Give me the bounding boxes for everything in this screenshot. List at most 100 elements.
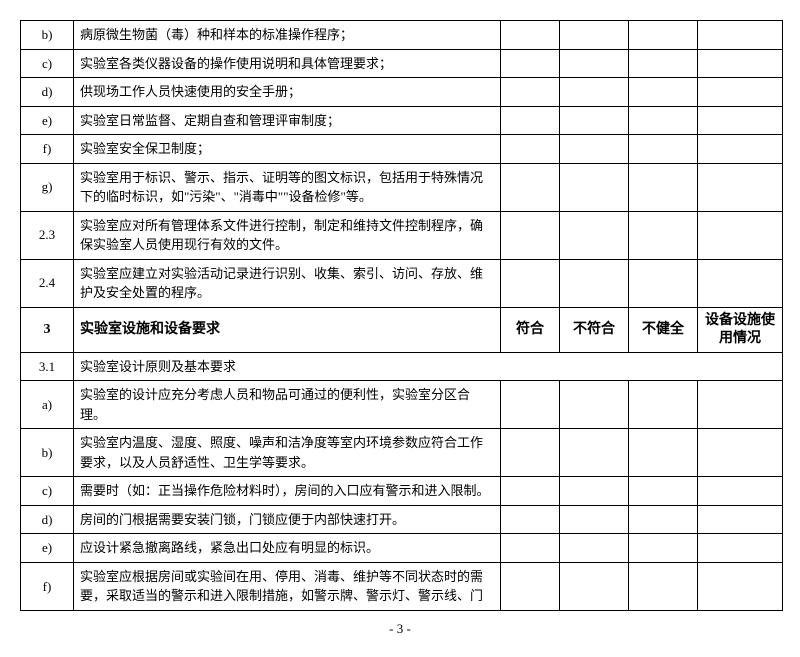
col-equipment-usage xyxy=(698,505,783,534)
col-compliant xyxy=(501,163,560,211)
table-row: b)病原微生物菌（毒）种和样本的标准操作程序； xyxy=(21,21,783,50)
col-noncompliant xyxy=(560,259,629,307)
table-row: f)实验室应根据房间或实验间在用、停用、消毒、维护等不同状态时的需要，采取适当的… xyxy=(21,562,783,610)
col-incomplete xyxy=(629,259,698,307)
col-equipment-usage xyxy=(698,429,783,477)
row-description: 实验室日常监督、定期自查和管理评审制度； xyxy=(74,106,501,135)
col-equipment-usage: 设备设施使用情况 xyxy=(698,307,783,352)
col-noncompliant xyxy=(560,429,629,477)
table-row: d)房间的门根据需要安装门锁，门锁应便于内部快速打开。 xyxy=(21,505,783,534)
col-compliant xyxy=(501,381,560,429)
row-id: d) xyxy=(21,505,74,534)
table-row: b)实验室内温度、湿度、照度、噪声和洁净度等室内环境参数应符合工作要求，以及人员… xyxy=(21,429,783,477)
col-compliant xyxy=(501,49,560,78)
col-compliant xyxy=(501,135,560,164)
col-noncompliant xyxy=(560,78,629,107)
row-id: d) xyxy=(21,78,74,107)
row-id: 3.1 xyxy=(21,352,74,381)
col-equipment-usage xyxy=(698,78,783,107)
col-noncompliant: 不符合 xyxy=(560,307,629,352)
row-id: a) xyxy=(21,381,74,429)
col-compliant xyxy=(501,21,560,50)
table-row: 2.3实验室应对所有管理体系文件进行控制，制定和维持文件控制程序，确保实验室人员… xyxy=(21,211,783,259)
col-incomplete xyxy=(629,505,698,534)
col-noncompliant xyxy=(560,562,629,610)
table-row: e)实验室日常监督、定期自查和管理评审制度； xyxy=(21,106,783,135)
col-noncompliant xyxy=(560,381,629,429)
col-noncompliant xyxy=(560,477,629,506)
table-row: a)实验室的设计应充分考虑人员和物品可通过的便利性，实验室分区合理。 xyxy=(21,381,783,429)
row-id: c) xyxy=(21,49,74,78)
col-incomplete xyxy=(629,534,698,563)
col-noncompliant xyxy=(560,534,629,563)
row-id: f) xyxy=(21,135,74,164)
col-incomplete xyxy=(629,135,698,164)
col-incomplete xyxy=(629,163,698,211)
col-noncompliant xyxy=(560,135,629,164)
row-description: 房间的门根据需要安装门锁，门锁应便于内部快速打开。 xyxy=(74,505,501,534)
col-equipment-usage xyxy=(698,135,783,164)
row-description: 实验室用于标识、警示、指示、证明等的图文标识，包括用于特殊情况下的临时标识，如"… xyxy=(74,163,501,211)
table-row: c)实验室各类仪器设备的操作使用说明和具体管理要求； xyxy=(21,49,783,78)
table-row: c)需要时（如：正当操作危险材料时），房间的入口应有警示和进入限制。 xyxy=(21,477,783,506)
col-compliant xyxy=(501,505,560,534)
col-compliant xyxy=(501,562,560,610)
row-description: 应设计紧急撤离路线，紧急出口处应有明显的标识。 xyxy=(74,534,501,563)
table-row: f)实验室安全保卫制度； xyxy=(21,135,783,164)
row-id: 3 xyxy=(21,307,74,352)
col-equipment-usage xyxy=(698,21,783,50)
col-noncompliant xyxy=(560,49,629,78)
row-id: b) xyxy=(21,21,74,50)
col-equipment-usage xyxy=(698,106,783,135)
col-incomplete xyxy=(629,477,698,506)
row-description: 病原微生物菌（毒）种和样本的标准操作程序； xyxy=(74,21,501,50)
col-incomplete xyxy=(629,49,698,78)
row-id: b) xyxy=(21,429,74,477)
table-row: g)实验室用于标识、警示、指示、证明等的图文标识，包括用于特殊情况下的临时标识，… xyxy=(21,163,783,211)
checklist-table: b)病原微生物菌（毒）种和样本的标准操作程序；c)实验室各类仪器设备的操作使用说… xyxy=(20,20,783,611)
row-description: 供现场工作人员快速使用的安全手册； xyxy=(74,78,501,107)
row-id: c) xyxy=(21,477,74,506)
col-compliant: 符合 xyxy=(501,307,560,352)
table-row: 2.4实验室应建立对实验活动记录进行识别、收集、索引、访问、存放、维护及安全处置… xyxy=(21,259,783,307)
row-description: 实验室各类仪器设备的操作使用说明和具体管理要求； xyxy=(74,49,501,78)
page-number: - 3 - xyxy=(20,621,780,637)
col-incomplete: 不健全 xyxy=(629,307,698,352)
row-id: e) xyxy=(21,534,74,563)
col-compliant xyxy=(501,429,560,477)
table-row: 3实验室设施和设备要求符合不符合不健全设备设施使用情况 xyxy=(21,307,783,352)
row-id: f) xyxy=(21,562,74,610)
col-incomplete xyxy=(629,106,698,135)
col-compliant xyxy=(501,106,560,135)
table-row: d)供现场工作人员快速使用的安全手册； xyxy=(21,78,783,107)
col-compliant xyxy=(501,211,560,259)
col-equipment-usage xyxy=(698,381,783,429)
col-noncompliant xyxy=(560,211,629,259)
row-description: 实验室内温度、湿度、照度、噪声和洁净度等室内环境参数应符合工作要求，以及人员舒适… xyxy=(74,429,501,477)
col-compliant xyxy=(501,78,560,107)
col-equipment-usage xyxy=(698,211,783,259)
col-incomplete xyxy=(629,562,698,610)
col-equipment-usage xyxy=(698,534,783,563)
col-incomplete xyxy=(629,78,698,107)
col-incomplete xyxy=(629,211,698,259)
row-id: e) xyxy=(21,106,74,135)
col-noncompliant xyxy=(560,21,629,50)
col-compliant xyxy=(501,259,560,307)
row-id: g) xyxy=(21,163,74,211)
col-incomplete xyxy=(629,381,698,429)
col-incomplete xyxy=(629,429,698,477)
row-description: 实验室的设计应充分考虑人员和物品可通过的便利性，实验室分区合理。 xyxy=(74,381,501,429)
row-description: 实验室设计原则及基本要求 xyxy=(74,352,783,381)
col-compliant xyxy=(501,477,560,506)
row-description: 实验室应建立对实验活动记录进行识别、收集、索引、访问、存放、维护及安全处置的程序… xyxy=(74,259,501,307)
col-equipment-usage xyxy=(698,49,783,78)
col-equipment-usage xyxy=(698,259,783,307)
col-noncompliant xyxy=(560,505,629,534)
col-incomplete xyxy=(629,21,698,50)
col-noncompliant xyxy=(560,163,629,211)
col-compliant xyxy=(501,534,560,563)
table-row: e)应设计紧急撤离路线，紧急出口处应有明显的标识。 xyxy=(21,534,783,563)
col-equipment-usage xyxy=(698,163,783,211)
row-description: 实验室应根据房间或实验间在用、停用、消毒、维护等不同状态时的需要，采取适当的警示… xyxy=(74,562,501,610)
